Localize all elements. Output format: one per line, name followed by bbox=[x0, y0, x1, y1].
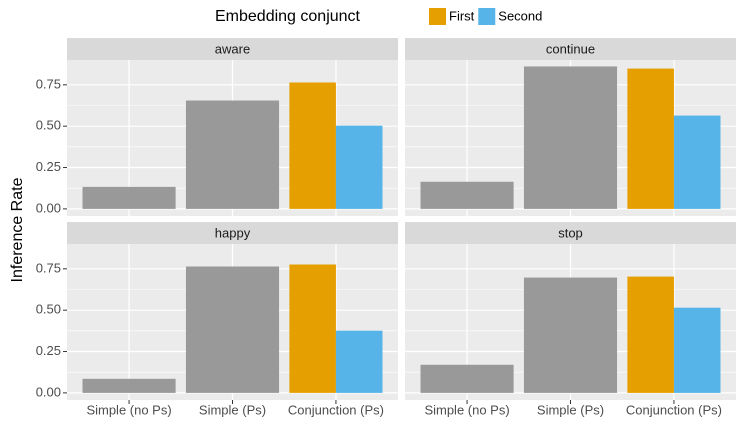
y-axis-label: Inference Rate bbox=[9, 177, 26, 282]
bar bbox=[627, 276, 674, 393]
bar bbox=[523, 66, 618, 209]
legend-label: Second bbox=[498, 8, 542, 23]
facet-strip bbox=[405, 38, 736, 60]
facet-title: happy bbox=[215, 225, 251, 240]
legend-title: Embedding conjunct bbox=[215, 8, 361, 25]
x-tick-label: Simple (no Ps) bbox=[86, 402, 171, 417]
y-tick-label: 0.00 bbox=[36, 384, 61, 399]
bar bbox=[673, 115, 721, 209]
bar bbox=[673, 307, 721, 393]
legend-label: First bbox=[449, 8, 475, 23]
y-tick-label: 0.00 bbox=[36, 200, 61, 215]
y-tick-label: 0.25 bbox=[36, 159, 61, 174]
bar bbox=[420, 364, 514, 393]
bar bbox=[627, 68, 674, 209]
bar bbox=[523, 277, 618, 393]
bar bbox=[289, 264, 336, 393]
y-tick-label: 0.75 bbox=[36, 76, 61, 91]
bar bbox=[420, 181, 514, 209]
facet-strip bbox=[67, 38, 398, 60]
bar bbox=[185, 100, 280, 209]
y-tick-label: 0.50 bbox=[36, 302, 61, 317]
bar bbox=[185, 266, 280, 393]
facet-strip bbox=[67, 222, 398, 244]
facet-title: aware bbox=[215, 41, 250, 56]
bar bbox=[82, 186, 176, 209]
y-tick-label: 0.50 bbox=[36, 118, 61, 133]
facet-title: continue bbox=[546, 41, 595, 56]
x-tick-label: Simple (Ps) bbox=[199, 402, 266, 417]
x-tick-label: Simple (no Ps) bbox=[424, 402, 509, 417]
x-tick-label: Conjunction (Ps) bbox=[288, 402, 384, 417]
bar bbox=[335, 125, 383, 209]
x-tick-label: Simple (Ps) bbox=[537, 402, 604, 417]
legend-key bbox=[429, 8, 446, 25]
bar bbox=[82, 378, 176, 393]
y-tick-label: 0.25 bbox=[36, 343, 61, 358]
facet-title: stop bbox=[558, 225, 583, 240]
bar bbox=[335, 330, 383, 393]
facet-strip bbox=[405, 222, 736, 244]
y-tick-label: 0.75 bbox=[36, 260, 61, 275]
bar bbox=[289, 82, 336, 209]
legend-key bbox=[478, 8, 496, 25]
x-tick-label: Conjunction (Ps) bbox=[626, 402, 722, 417]
